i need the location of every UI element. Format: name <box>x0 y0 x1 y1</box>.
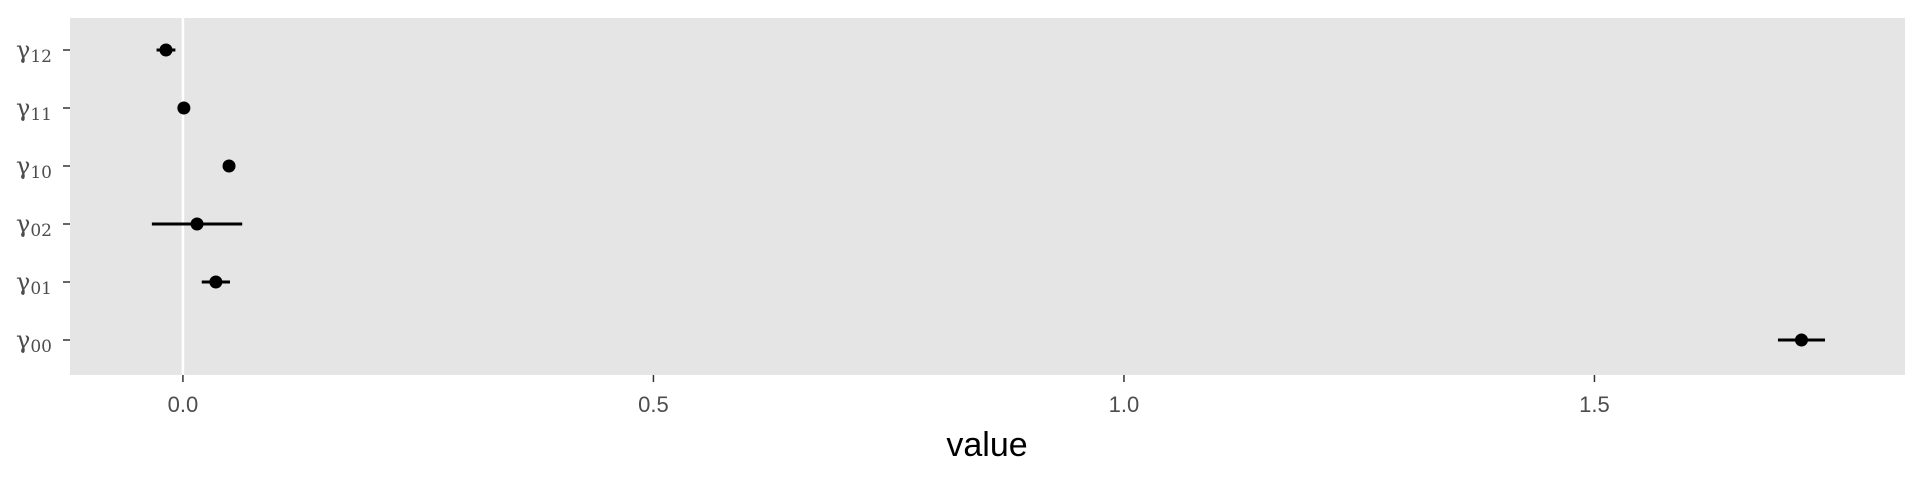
y-label-subscript: 02 <box>30 221 52 241</box>
x-tick-label: 1.0 <box>1109 392 1140 417</box>
y-tick-label-gamma-02: γ02 <box>16 210 52 241</box>
y-label-symbol: γ <box>16 36 30 64</box>
y-label-subscript: 12 <box>30 47 52 67</box>
y-tick-label-gamma-10: γ10 <box>16 152 52 183</box>
data-marks <box>151 43 1826 347</box>
y-tick-label-gamma-11: γ11 <box>16 94 52 125</box>
plot-panel <box>70 18 1905 375</box>
y-label-symbol: γ <box>16 268 30 296</box>
x-tick-labels: 0.0 0.5 1.0 1.5 <box>168 375 1610 417</box>
point-gamma-11 <box>177 101 191 115</box>
x-axis-title: value <box>946 426 1027 464</box>
y-label-symbol: γ <box>16 326 30 354</box>
y-label-subscript: 10 <box>30 163 52 183</box>
y-label-subscript: 01 <box>30 279 52 299</box>
y-tick-label-gamma-12: γ12 <box>16 36 52 67</box>
point-gamma-02 <box>190 217 204 231</box>
y-label-symbol: γ <box>16 210 30 238</box>
x-tick-label: 1.5 <box>1579 392 1610 417</box>
x-tick-label: 0.0 <box>168 392 199 417</box>
y-label-subscript: 00 <box>30 337 52 357</box>
point-gamma-12 <box>159 43 173 57</box>
y-label-symbol: γ <box>16 152 30 180</box>
y-label-subscript: 11 <box>30 105 52 125</box>
y-tick-label-gamma-00: γ00 <box>16 326 52 357</box>
x-tick-label: 0.5 <box>638 392 669 417</box>
y-label-symbol: γ <box>16 94 30 122</box>
point-gamma-01 <box>209 275 223 289</box>
point-gamma-00 <box>1794 333 1808 347</box>
y-tick-label-gamma-01: γ01 <box>16 268 52 299</box>
point-gamma-10 <box>222 159 236 173</box>
